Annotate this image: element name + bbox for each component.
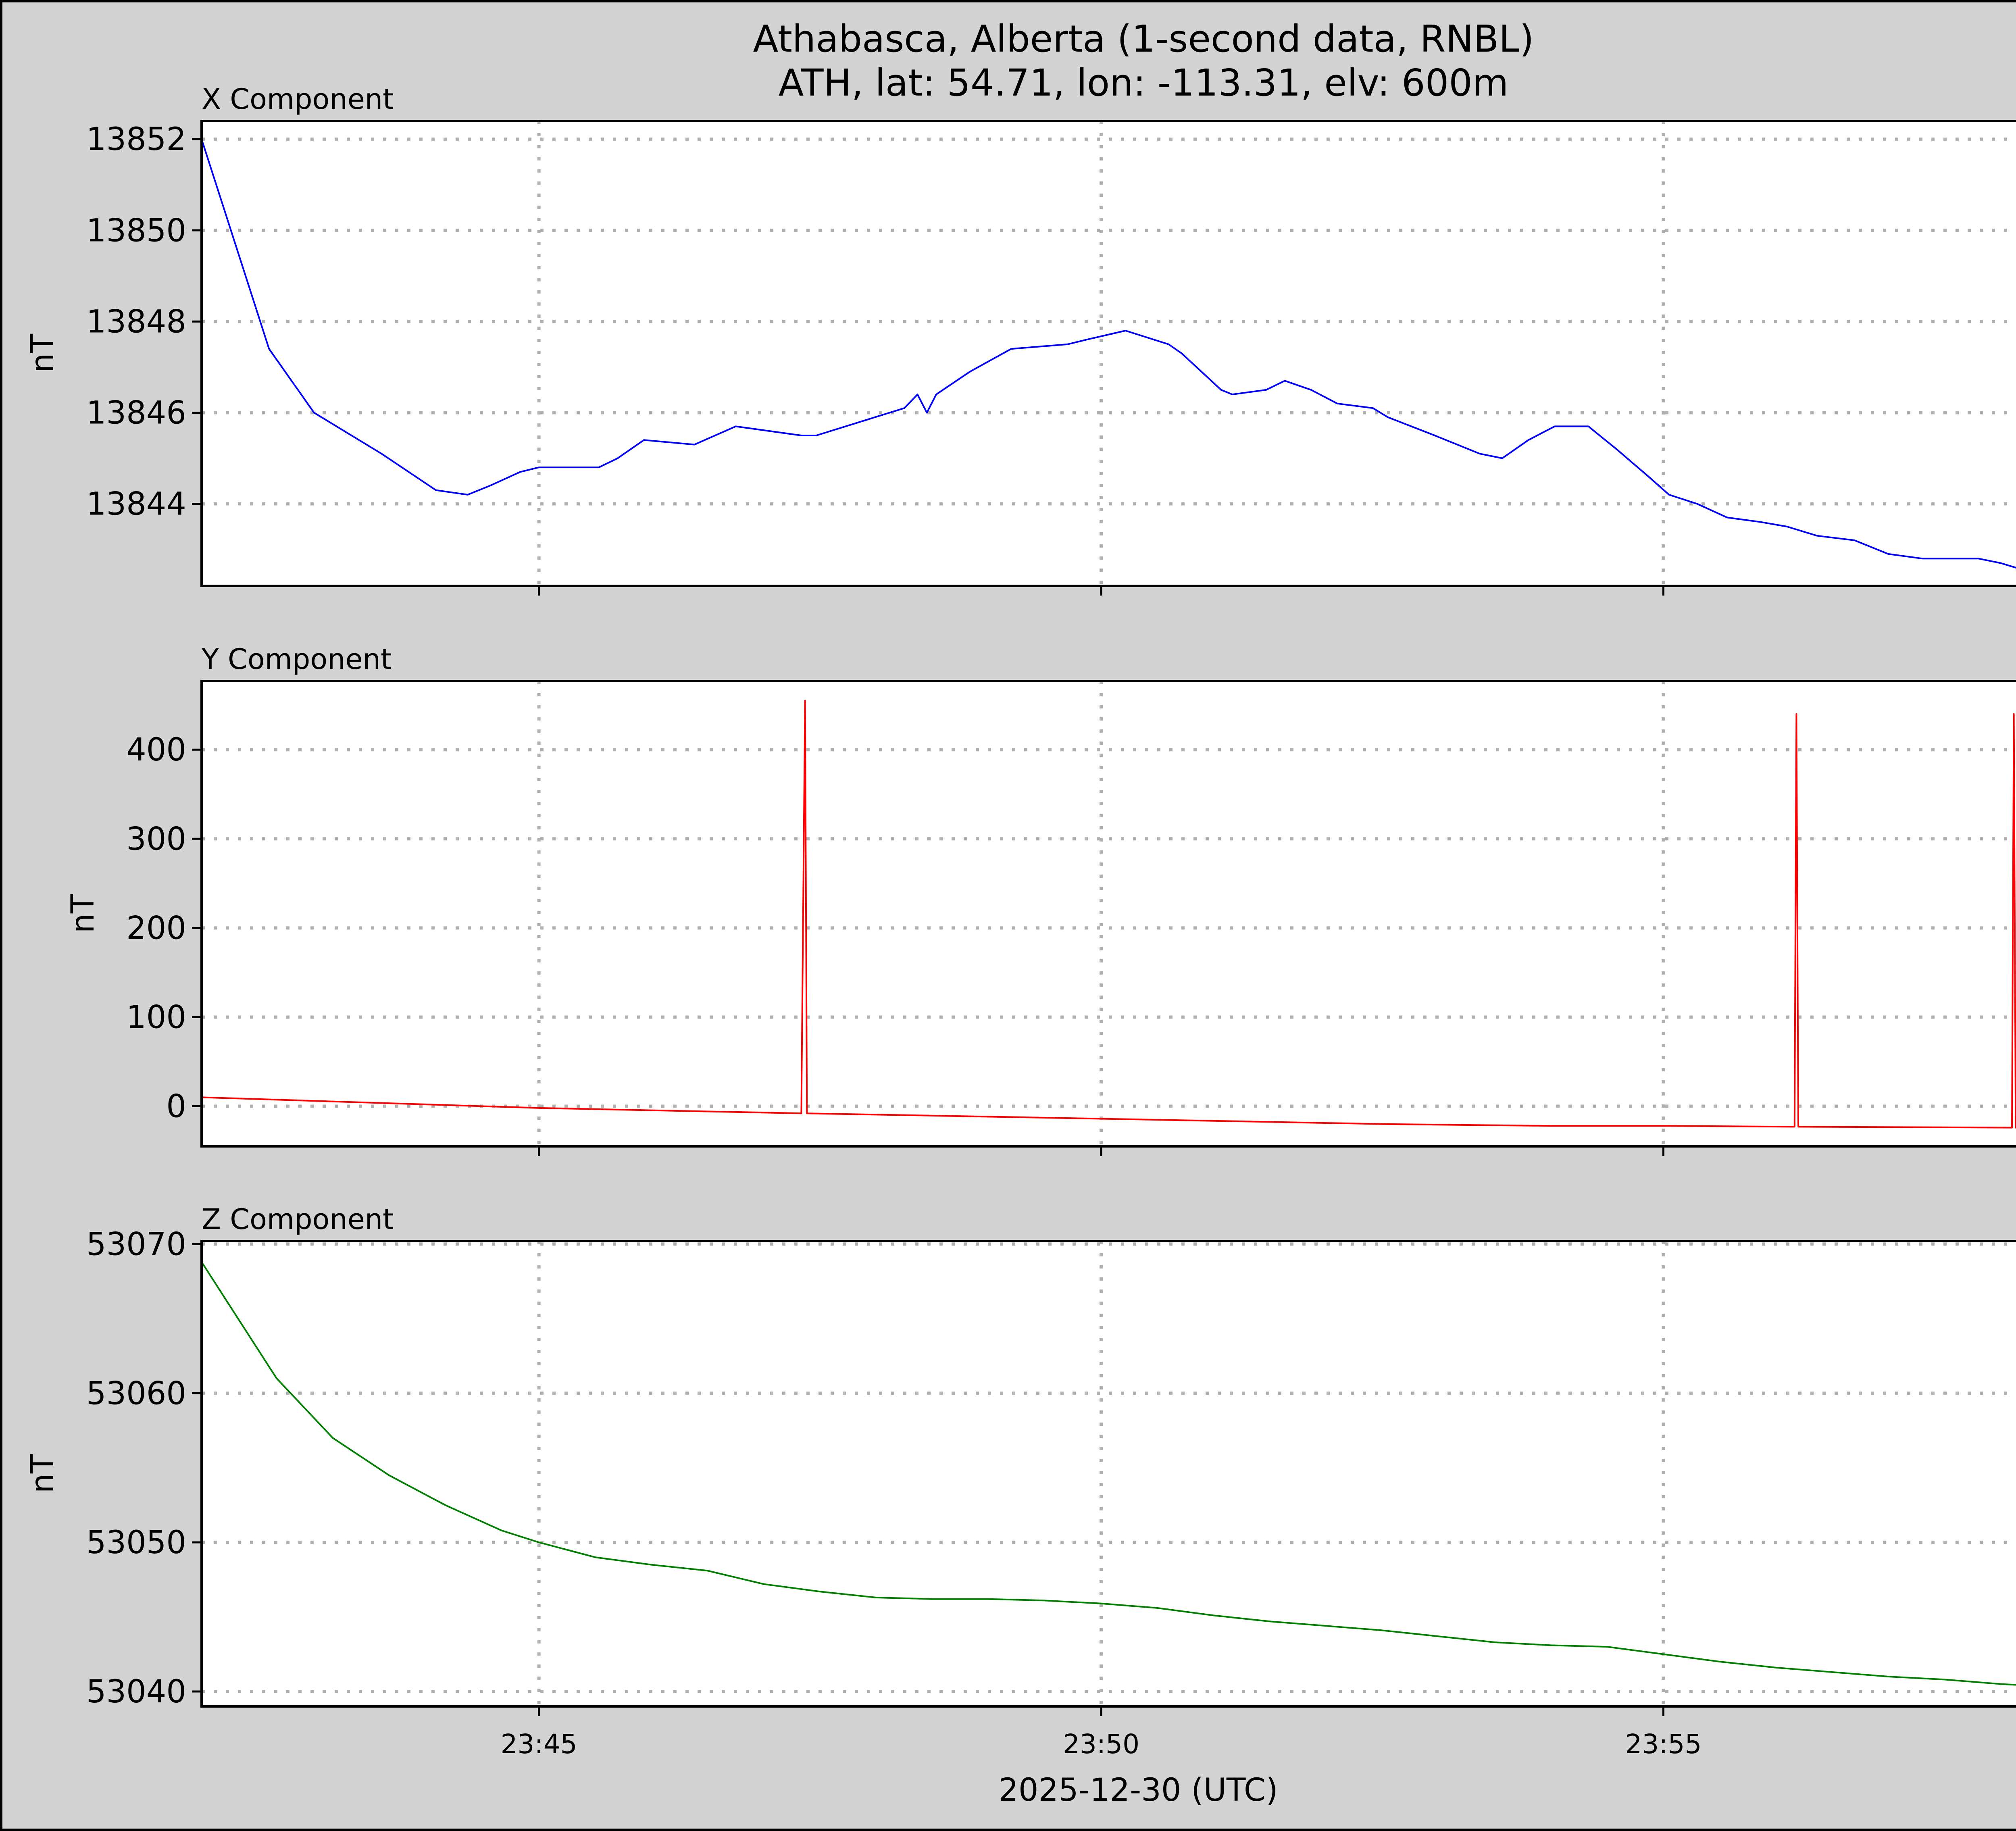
x-y-tick-label: 13846 [86,395,186,431]
y-y-tick-label: 0 [166,1089,186,1125]
x-tick-label: 23:45 [501,1729,577,1760]
x-y-tick-label: 13850 [86,212,186,249]
y-component-panel: 0 100 200 300 400 Y Component nT [65,643,2016,1156]
y-axes-frame [200,680,2016,1148]
z-plot-area [202,1241,2016,1706]
x-y-tick-label: 13844 [86,486,186,523]
z-component-panel: 53040 53050 53060 53070 23:45 23:50 23:55 Z Com… [25,1203,2016,1760]
z-y-tick-label: 53060 [86,1375,186,1412]
y-y-tick-label: 200 [126,910,186,946]
x-tick-label: 23:55 [1625,1729,1702,1760]
y-y-tick-label: 400 [126,732,186,768]
x-y-tick-label: 13848 [86,304,186,340]
z-y-tick-label: 53040 [86,1674,186,1710]
x-y-tick-label: 13852 [86,121,186,158]
x-panel-title: X Component [202,83,394,116]
x-y-axis-label: nT [25,334,61,373]
z-y-tick-label: 53050 [86,1525,186,1561]
x-plot-area [202,121,2016,586]
y-plot-area [202,681,2016,1146]
y-series-line [201,700,2016,1129]
z-y-tick-label: 53070 [86,1226,186,1262]
panels: 13844 13846 13848 13850 13852 X Component nT 0 1… [25,83,2016,1760]
y-y-axis-label: nT [65,894,101,933]
z-y-axis-label: nT [25,1454,61,1493]
figure-title-line1: Athabasca, Alberta (1-second data, RNBL) [753,17,1534,60]
x-component-panel: 13844 13846 13848 13850 13852 X Component nT [25,83,2016,596]
x-axes-frame [200,120,2016,587]
x-axis-label: 2025-12-30 (UTC) [998,1772,1278,1808]
y-y-tick-label: 100 [126,999,186,1035]
z-series-line [201,1261,2016,1686]
x-tick-label: 23:50 [1063,1729,1139,1760]
figure-title-line2: ATH, lat: 54.71, lon: -113.31, elv: 600m [779,61,1509,104]
x-series-line [201,139,2016,569]
y-y-tick-label: 300 [126,821,186,857]
y-panel-title: Y Component [201,643,392,676]
z-panel-title: Z Component [202,1203,394,1236]
z-axes-frame [200,1240,2016,1708]
